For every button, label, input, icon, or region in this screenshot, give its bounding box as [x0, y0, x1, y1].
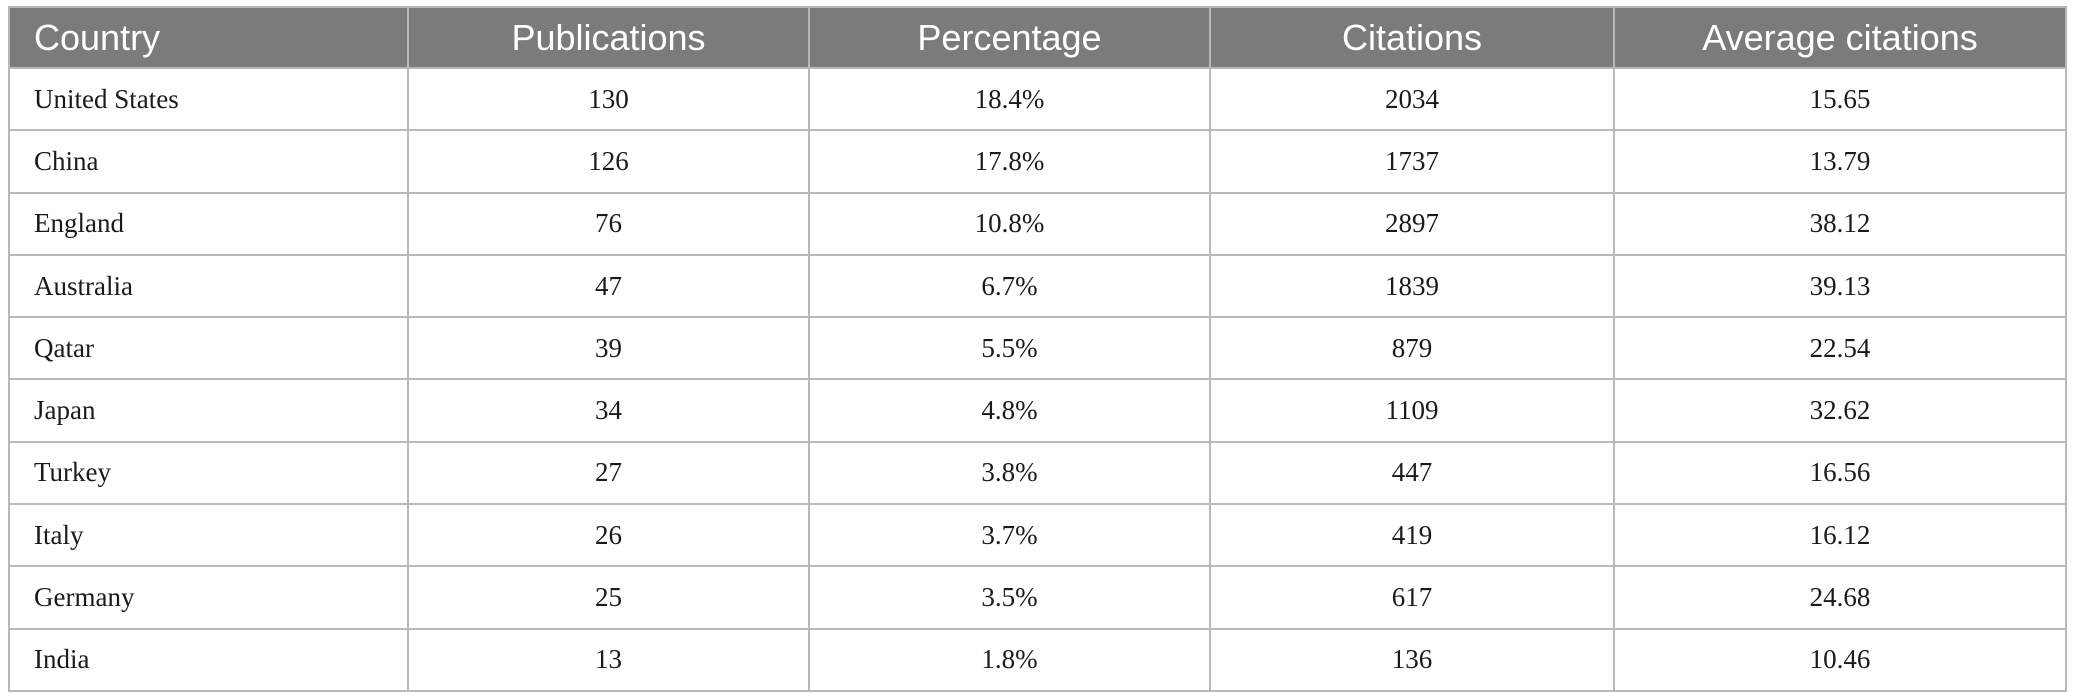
table-row: Qatar 39 5.5% 879 22.54: [8, 316, 2067, 381]
table-row: United States 130 18.4% 2034 15.65: [8, 66, 2067, 132]
cell-country: Germany: [8, 565, 409, 630]
cell-percentage: 17.8%: [808, 129, 1211, 194]
cell-percentage: 3.8%: [808, 440, 1211, 506]
cell-percentage: 4.8%: [808, 378, 1211, 443]
cell-publications: 27: [407, 440, 810, 506]
cell-citations: 447: [1209, 440, 1615, 506]
cell-publications: 39: [407, 316, 810, 381]
table-row: Japan 34 4.8% 1109 32.62: [8, 378, 2067, 443]
cell-country: Japan: [8, 378, 409, 443]
cell-average-citations: 15.65: [1613, 66, 2067, 132]
cell-percentage: 3.5%: [808, 565, 1211, 630]
table-row: Italy 26 3.7% 419 16.12: [8, 503, 2067, 568]
cell-percentage: 6.7%: [808, 253, 1211, 319]
table-row: Australia 47 6.7% 1839 39.13: [8, 253, 2067, 319]
header-publications: Publications: [407, 6, 810, 69]
cell-average-citations: 32.62: [1613, 378, 2067, 443]
cell-publications: 47: [407, 253, 810, 319]
cell-citations: 136: [1209, 627, 1615, 693]
cell-percentage: 1.8%: [808, 627, 1211, 693]
header-average-citations: Average citations: [1613, 6, 2067, 69]
cell-citations: 1737: [1209, 129, 1615, 194]
cell-average-citations: 16.56: [1613, 440, 2067, 506]
cell-country: India: [8, 627, 409, 693]
cell-citations: 1839: [1209, 253, 1615, 319]
header-citations: Citations: [1209, 6, 1615, 69]
cell-citations: 419: [1209, 503, 1615, 568]
country-publications-table: Country Publications Percentage Citation…: [8, 6, 2067, 693]
cell-citations: 879: [1209, 316, 1615, 381]
cell-country: Australia: [8, 253, 409, 319]
cell-publications: 76: [407, 191, 810, 256]
table-row: Germany 25 3.5% 617 24.68: [8, 565, 2067, 630]
table-row: England 76 10.8% 2897 38.12: [8, 191, 2067, 256]
cell-publications: 130: [407, 66, 810, 132]
header-country: Country: [8, 6, 409, 69]
header-row: Country Publications Percentage Citation…: [8, 6, 2067, 69]
cell-publications: 25: [407, 565, 810, 630]
cell-country: England: [8, 191, 409, 256]
table-body: United States 130 18.4% 2034 15.65 China…: [8, 66, 2067, 693]
table-row: India 13 1.8% 136 10.46: [8, 627, 2067, 693]
table-row: China 126 17.8% 1737 13.79: [8, 129, 2067, 194]
cell-citations: 2897: [1209, 191, 1615, 256]
cell-percentage: 5.5%: [808, 316, 1211, 381]
country-publications-table-container: Country Publications Percentage Citation…: [8, 6, 2067, 693]
cell-country: Qatar: [8, 316, 409, 381]
cell-citations: 2034: [1209, 66, 1615, 132]
table-row: Turkey 27 3.8% 447 16.56: [8, 440, 2067, 506]
cell-percentage: 18.4%: [808, 66, 1211, 132]
cell-publications: 126: [407, 129, 810, 194]
cell-percentage: 10.8%: [808, 191, 1211, 256]
cell-publications: 26: [407, 503, 810, 568]
header-percentage: Percentage: [808, 6, 1211, 69]
cell-citations: 1109: [1209, 378, 1615, 443]
cell-average-citations: 16.12: [1613, 503, 2067, 568]
cell-average-citations: 38.12: [1613, 191, 2067, 256]
cell-average-citations: 24.68: [1613, 565, 2067, 630]
cell-country: Turkey: [8, 440, 409, 506]
cell-publications: 34: [407, 378, 810, 443]
cell-country: United States: [8, 66, 409, 132]
cell-publications: 13: [407, 627, 810, 693]
cell-percentage: 3.7%: [808, 503, 1211, 568]
cell-average-citations: 39.13: [1613, 253, 2067, 319]
cell-country: China: [8, 129, 409, 194]
cell-citations: 617: [1209, 565, 1615, 630]
table-header: Country Publications Percentage Citation…: [8, 6, 2067, 69]
cell-average-citations: 22.54: [1613, 316, 2067, 381]
cell-average-citations: 10.46: [1613, 627, 2067, 693]
cell-average-citations: 13.79: [1613, 129, 2067, 194]
cell-country: Italy: [8, 503, 409, 568]
